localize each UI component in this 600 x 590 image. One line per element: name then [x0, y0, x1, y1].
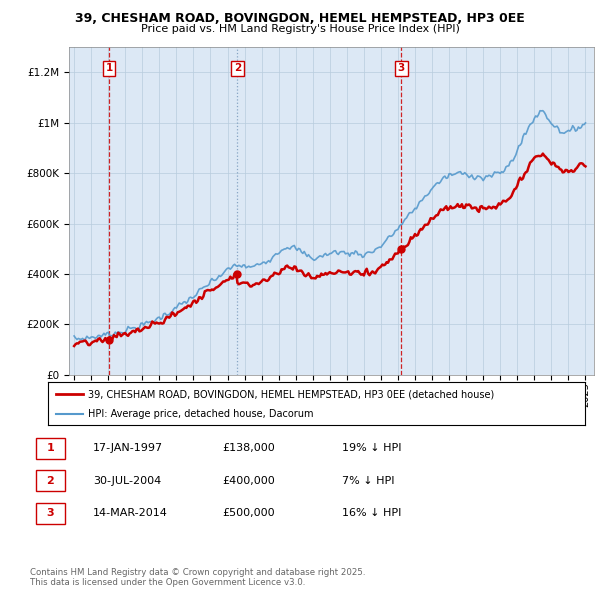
Text: 1: 1 [106, 64, 113, 74]
Text: 30-JUL-2004: 30-JUL-2004 [93, 476, 161, 486]
Text: 3: 3 [47, 509, 54, 518]
Text: £400,000: £400,000 [222, 476, 275, 486]
Text: Contains HM Land Registry data © Crown copyright and database right 2025.
This d: Contains HM Land Registry data © Crown c… [30, 568, 365, 587]
Text: 39, CHESHAM ROAD, BOVINGDON, HEMEL HEMPSTEAD, HP3 0EE: 39, CHESHAM ROAD, BOVINGDON, HEMEL HEMPS… [75, 12, 525, 25]
Text: 1: 1 [47, 444, 54, 453]
Text: 19% ↓ HPI: 19% ↓ HPI [342, 444, 401, 453]
Text: 39, CHESHAM ROAD, BOVINGDON, HEMEL HEMPSTEAD, HP3 0EE (detached house): 39, CHESHAM ROAD, BOVINGDON, HEMEL HEMPS… [88, 389, 494, 399]
Text: £500,000: £500,000 [222, 509, 275, 518]
Text: Price paid vs. HM Land Registry's House Price Index (HPI): Price paid vs. HM Land Registry's House … [140, 24, 460, 34]
Text: £138,000: £138,000 [222, 444, 275, 453]
Text: 7% ↓ HPI: 7% ↓ HPI [342, 476, 395, 486]
Text: 2: 2 [47, 476, 54, 486]
Text: 3: 3 [398, 64, 405, 74]
Text: HPI: Average price, detached house, Dacorum: HPI: Average price, detached house, Daco… [88, 409, 314, 419]
Text: 14-MAR-2014: 14-MAR-2014 [93, 509, 168, 518]
Text: 2: 2 [234, 64, 241, 74]
Text: 16% ↓ HPI: 16% ↓ HPI [342, 509, 401, 518]
Text: 17-JAN-1997: 17-JAN-1997 [93, 444, 163, 453]
